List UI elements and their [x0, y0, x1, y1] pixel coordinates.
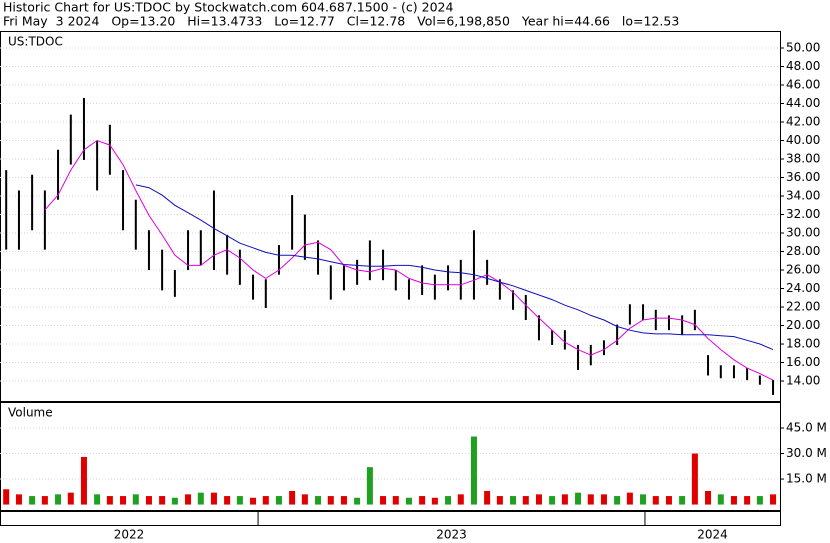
volume-bar — [262, 496, 269, 505]
symbol-label: US:TDOC — [8, 35, 63, 49]
volume-bar — [159, 496, 166, 505]
volume-bar — [171, 497, 178, 505]
volume-bar — [665, 496, 672, 505]
volume-bar — [470, 436, 477, 505]
volume-bar — [120, 496, 127, 505]
volume-label: Volume — [8, 406, 53, 420]
y-tick-label: 28.00 — [786, 244, 820, 258]
volume-bar — [366, 467, 373, 505]
volume-bar — [301, 494, 308, 505]
volume-bar — [522, 496, 529, 505]
y-tick-label: 36.00 — [786, 170, 820, 184]
y-tick-label: 42.00 — [786, 115, 820, 129]
volume-bar — [354, 497, 361, 505]
y-tick-label: 32.00 — [786, 207, 820, 221]
volume-bar — [29, 496, 36, 505]
volume-bar — [236, 496, 243, 505]
moving-average — [44, 139, 774, 381]
volume-bar — [80, 456, 87, 505]
y-tick-label: 48.00 — [786, 59, 820, 73]
volume-bar — [392, 496, 399, 505]
volume-bar — [431, 497, 438, 505]
y-tick-label: 26.00 — [786, 263, 820, 277]
volume-bar — [197, 492, 204, 505]
volume-bar — [744, 496, 751, 505]
volume-bar — [132, 494, 139, 505]
moving-average — [135, 184, 774, 351]
y-tick-label: 34.00 — [786, 189, 820, 203]
time-axis — [0, 511, 781, 526]
volume-bar — [705, 490, 712, 505]
volume-bar — [626, 492, 633, 505]
volume-bar — [549, 496, 556, 505]
volume-bar — [484, 490, 491, 505]
volume-bar — [575, 492, 582, 505]
chart-subtitle: Fri May 3 2024 Op=13.20 Hi=13.4733 Lo=12… — [3, 14, 679, 29]
y-tick-label: 30.0 M — [786, 446, 827, 460]
volume-bar — [770, 494, 777, 505]
volume-bar — [587, 494, 594, 505]
year-label: 2024 — [697, 528, 728, 542]
volume-bar — [250, 497, 257, 505]
volume-bar — [445, 496, 452, 505]
volume-bar — [210, 492, 217, 505]
y-tick-label: 20.00 — [786, 318, 820, 332]
volume-bar — [600, 494, 607, 505]
chart-title: Historic Chart for US:TDOC by Stockwatch… — [3, 0, 453, 15]
price-panel — [0, 31, 781, 402]
y-tick-label: 40.00 — [786, 133, 820, 147]
volume-bar — [145, 496, 152, 505]
year-label: 2022 — [114, 528, 145, 542]
y-tick-label: 50.00 — [786, 41, 820, 55]
y-tick-label: 45.0 M — [786, 421, 827, 435]
y-tick-label: 38.00 — [786, 152, 820, 166]
y-tick-label: 44.00 — [786, 96, 820, 110]
year-label: 2023 — [436, 528, 467, 542]
volume-bar — [510, 496, 517, 505]
y-tick-label: 15.0 M — [786, 472, 827, 486]
volume-bar — [614, 496, 621, 505]
volume-bar — [94, 494, 101, 505]
volume-bar — [185, 494, 192, 505]
y-tick-label: 18.00 — [786, 337, 820, 351]
volume-bar — [756, 496, 763, 505]
y-tick-label: 22.00 — [786, 300, 820, 314]
y-tick-label: 14.00 — [786, 374, 820, 388]
volume-bar — [419, 496, 426, 505]
volume-bar — [289, 490, 296, 505]
volume-bar — [457, 494, 464, 505]
volume-panel — [0, 402, 781, 511]
volume-bar — [106, 496, 113, 505]
volume-bar — [327, 496, 334, 505]
volume-bar — [275, 496, 282, 505]
volume-bar — [41, 496, 48, 505]
volume-bar — [67, 492, 74, 505]
volume-bar — [340, 496, 347, 505]
volume-bar — [717, 494, 724, 505]
volume-bar — [15, 494, 22, 505]
volume-bar — [405, 497, 412, 505]
volume-bar — [640, 494, 647, 505]
volume-bar — [561, 494, 568, 505]
volume-bar — [380, 496, 387, 505]
y-tick-label: 46.00 — [786, 78, 820, 92]
volume-bar — [315, 496, 322, 505]
volume-bar — [55, 494, 62, 505]
volume-bar — [691, 453, 698, 505]
y-tick-label: 16.00 — [786, 355, 820, 369]
volume-bar — [730, 496, 737, 505]
volume-bar — [679, 496, 686, 505]
volume-bar — [535, 494, 542, 505]
y-tick-label: 24.00 — [786, 281, 820, 295]
volume-bar — [3, 489, 10, 505]
y-tick-label: 30.00 — [786, 226, 820, 240]
volume-bar — [496, 496, 503, 505]
volume-bar — [652, 496, 659, 505]
volume-bar — [224, 496, 231, 505]
